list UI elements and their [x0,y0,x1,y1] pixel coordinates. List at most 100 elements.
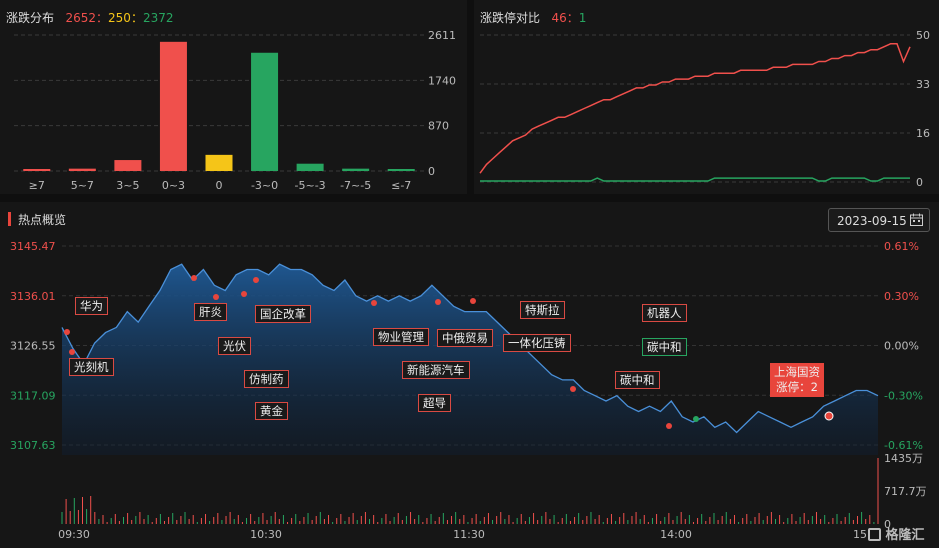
x-tick-label: 15 [853,528,867,541]
hot-tag[interactable]: 华为 [75,297,108,315]
x-tick-label: 09:30 [58,528,90,541]
event-marker [213,294,219,300]
event-marker [570,386,576,392]
y-tick-label: 33 [916,78,930,91]
limit-line-chart: 50 33 16 0 [479,29,930,189]
x-tick-label: ≤-7 [391,179,411,192]
y-tick-right: 0.30% [884,290,919,303]
limit-title-text: 涨跌停对比 [480,11,541,25]
sep: ： [130,11,143,25]
event-marker [435,299,441,305]
sep: ： [566,11,579,25]
event-marker [824,411,834,421]
sep: ： [96,11,109,25]
bar [68,168,96,171]
logo-text: 格隆汇 [885,528,925,543]
y-tick-left: 3117.09 [10,389,56,402]
hot-tag[interactable]: 光刻机 [69,358,114,376]
bar [205,154,233,171]
y-tick-left: 3107.63 [10,439,56,452]
limit-up-count: 46 [551,11,567,25]
x-tick-label: -3~0 [251,179,278,192]
bar [159,41,187,171]
limit-up-line [479,43,911,174]
hot-tag[interactable]: 特斯拉 [520,301,565,319]
y-tick-right: 0.61% [884,240,919,253]
limit-title: 涨跌停对比 46：1 [480,9,586,26]
distribution-title: 涨跌分布 2652：250：2372 [6,9,174,26]
hot-tag[interactable]: 物业管理 [373,328,429,346]
x-tick-label: 3~5 [116,179,139,192]
hot-tag[interactable]: 碳中和 [642,338,687,356]
event-marker [241,291,247,297]
hot-tag[interactable]: 肝炎 [194,303,227,321]
y-tick-left: 3126.55 [10,340,56,353]
up-count: 2652 [65,11,97,25]
section-marker [8,212,11,226]
y-tick-label: 870 [428,120,449,133]
y-tick-label: 50 [916,29,930,42]
bar [114,160,142,171]
event-marker [666,423,672,429]
event-marker [253,277,259,283]
hot-tag[interactable]: 超导 [418,394,451,412]
bar [296,163,324,171]
y-tick-right: 0.00% [884,340,919,353]
pin-tag[interactable]: 上海国资 涨停：2 [770,363,824,397]
hot-tag[interactable]: 中俄贸易 [437,329,493,347]
logo: 格隆汇 [868,524,925,543]
y-tick-right: -0.30% [884,389,923,402]
logo-icon [868,528,881,541]
x-tick-label: 14:00 [660,528,692,541]
bar [251,52,279,171]
index-line [61,263,879,434]
hot-tag[interactable]: 新能源汽车 [402,361,470,379]
flat-count: 250 [108,11,131,25]
x-tick-label: 11:30 [453,528,485,541]
limit-compare-panel: 涨跌停对比 46：1 50 33 16 0 [474,0,939,194]
volume-tick: 0 [884,518,891,531]
limit-down-count: 1 [578,11,587,25]
event-marker [64,329,70,335]
volume-tick: 1435万 [884,452,923,465]
x-tick-label: 0 [216,179,223,192]
event-marker [69,349,75,355]
y-tick-label: 2611 [428,29,456,42]
event-marker [191,275,197,281]
bar [342,168,370,171]
y-tick-left: 3136.01 [10,290,56,303]
x-tick-label: -5~-3 [295,179,326,192]
volume-tick: 717.7万 [884,485,927,498]
hot-tag[interactable]: 仿制药 [244,370,289,388]
distribution-bar-chart: 2611 1740 870 0 ≥7 5~7 3~5 0~3 0 -3~0 -5~-3 -7~-5 ≤-… [14,29,456,192]
y-tick-label: 16 [916,127,930,140]
limit-down-line [480,177,910,182]
x-tick-label: 5~7 [71,179,94,192]
event-marker [693,416,699,422]
x-tick-label: ≥7 [29,179,45,192]
hot-overview-title: 热点概览 [18,213,67,227]
event-marker [470,298,476,304]
y-tick-label: 0 [428,165,435,178]
distribution-title-text: 涨跌分布 [6,11,55,25]
pin-line1: 上海国资 [774,365,820,379]
date-value: 2023-09-15 [837,214,907,228]
down-count: 2372 [142,11,174,25]
bar [23,169,51,171]
date-picker[interactable]: 2023-09-15 [828,208,930,232]
hot-tag[interactable]: 机器人 [642,304,687,322]
calendar-icon [910,213,923,226]
hot-tag[interactable]: 国企改革 [255,305,311,323]
x-tick-label: 0~3 [162,179,185,192]
y-tick-label: 0 [916,176,923,189]
y-tick-right: -0.61% [884,439,923,452]
hot-tag[interactable]: 一体化压铸 [503,334,571,352]
bar [387,169,415,171]
pin-line2: 涨停：2 [776,380,818,394]
index-area [62,264,878,455]
x-tick-label: -7~-5 [340,179,371,192]
hot-tag[interactable]: 黄金 [255,402,288,420]
hot-tag[interactable]: 碳中和 [615,371,660,389]
distribution-panel: 涨跌分布 2652：250：2372 2611 1740 870 0 ≥7 5~7 3~5 0… [0,0,467,194]
hot-tag[interactable]: 光伏 [218,337,251,355]
